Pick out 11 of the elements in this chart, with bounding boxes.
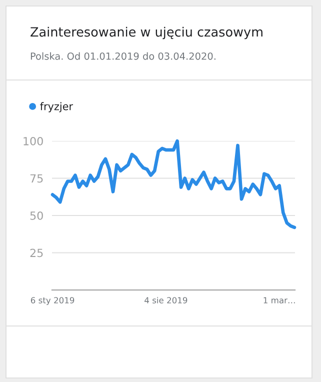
chart-title: Zainteresowanie w ujęciu czasowym xyxy=(30,26,262,40)
line-series xyxy=(50,139,296,230)
x-tick-label: 4 sie 2019 xyxy=(144,296,188,304)
y-tick-label: 75 xyxy=(30,174,43,183)
legend-label: fryzjer xyxy=(40,102,74,112)
x-tick-label: 6 sty 2019 xyxy=(30,297,74,306)
y-tick-label: 100 xyxy=(24,136,43,146)
chart-subtitle: Polska. Od 01.01.2019 do 03.04.2020. xyxy=(30,52,216,60)
x-tick-label: 1 mar… xyxy=(264,297,295,304)
y-tick-label: 50 xyxy=(30,211,43,220)
y-tick-label: 25 xyxy=(30,248,43,258)
